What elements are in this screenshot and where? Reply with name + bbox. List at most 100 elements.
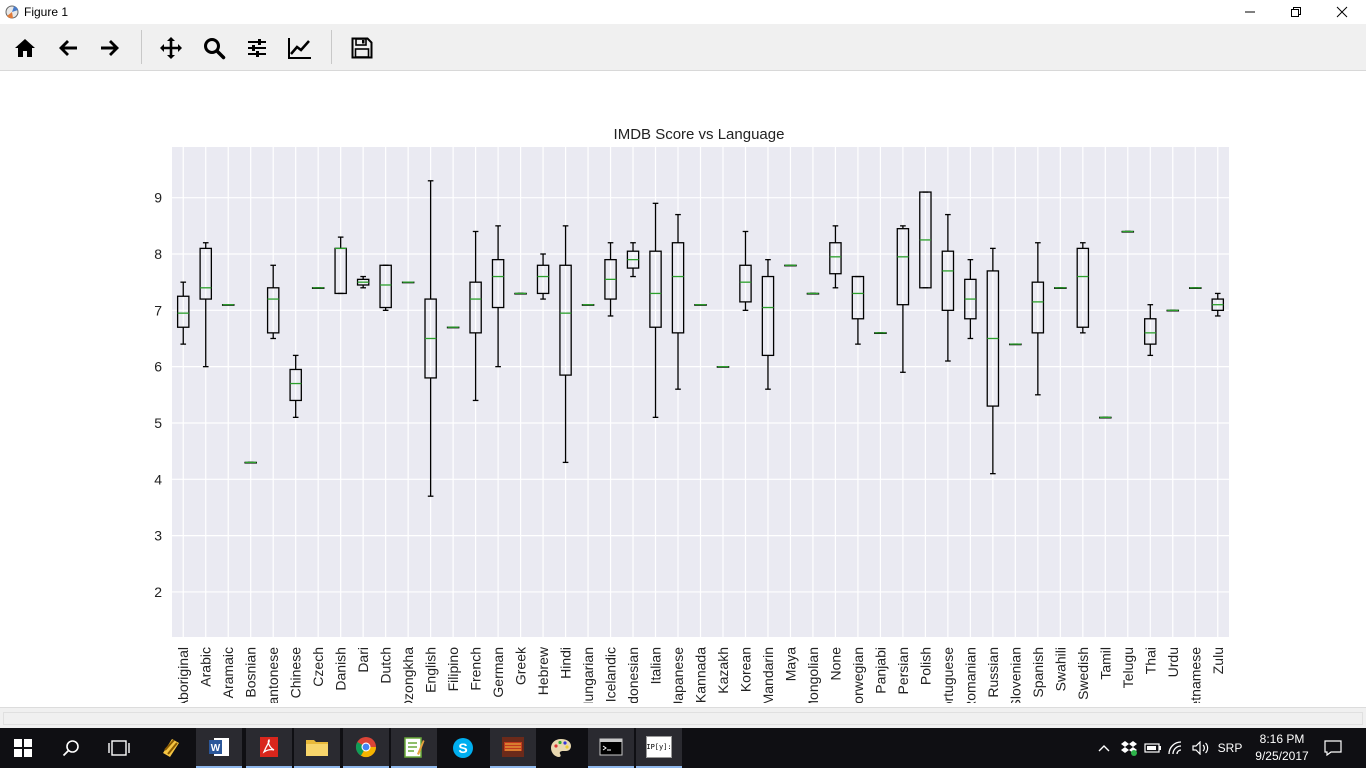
x-tick-label: Aramaic (220, 647, 236, 698)
box-spanish (1031, 242, 1045, 396)
y-tick-label: 5 (154, 415, 162, 431)
box-iqr (199, 247, 213, 300)
box-iqr (896, 228, 910, 306)
tray-network[interactable] (1166, 728, 1188, 768)
box-panjabi (874, 332, 887, 335)
taskbar-app-cmd[interactable] (588, 728, 634, 768)
notepad-icon (404, 737, 425, 758)
taskbar-app-paint[interactable] (538, 728, 584, 768)
box-arabic (199, 242, 213, 368)
back-button[interactable] (52, 32, 84, 64)
box-hungarian (581, 304, 595, 306)
input-language[interactable]: SRP (1217, 741, 1243, 755)
x-tick-label: Mandarin (760, 647, 776, 705)
box-indonesian (626, 242, 640, 278)
home-button[interactable] (9, 32, 41, 64)
box-german (491, 225, 505, 368)
minimize-icon (1245, 11, 1255, 13)
edit-axes-button[interactable] (284, 32, 316, 64)
task-view-button[interactable] (96, 728, 142, 768)
search-button[interactable] (48, 728, 94, 768)
x-tick-label: Dutch (378, 647, 394, 684)
box-kazakh (716, 366, 730, 368)
figure-canvas[interactable]: IMDB Score vs Language 2 3 4 5 6 7 8 9 Aborigin… (0, 71, 1366, 707)
clock-time[interactable]: 8:16 PM (1259, 732, 1305, 746)
zoom-button[interactable] (198, 32, 230, 64)
x-tick-label: Icelandic (603, 647, 619, 702)
y-tick-label: 7 (154, 302, 162, 318)
x-tick-label: Panjabi (872, 647, 888, 694)
taskbar-app-word[interactable]: W (196, 728, 242, 768)
x-tick-label: Portuguese (940, 647, 956, 707)
start-button[interactable] (0, 728, 46, 768)
box-mandarin (761, 258, 775, 390)
x-tick-label: Telugu (1120, 647, 1136, 688)
box-czech (311, 287, 325, 289)
forward-button[interactable] (94, 32, 126, 64)
chevron-up-icon (1098, 745, 1110, 752)
taskbar-app-explorer[interactable] (294, 728, 340, 768)
box-zulu (1211, 292, 1225, 317)
x-tick-label: Romanian (962, 647, 978, 707)
taskbar-app-notepadpp[interactable] (391, 728, 437, 768)
box-norwegian (851, 275, 865, 345)
ipython-icon: IP[y]: (646, 736, 672, 758)
wifi-icon (1168, 741, 1182, 755)
skype-icon: S (453, 738, 473, 758)
tray-dropbox[interactable] (1118, 728, 1140, 768)
box-iqr (1144, 318, 1157, 345)
taskbar-app-skype[interactable]: S (440, 728, 486, 768)
taskbar-app-ipython[interactable]: IP[y]: (636, 728, 682, 768)
minimize-button[interactable] (1227, 0, 1273, 24)
restore-button[interactable] (1273, 0, 1319, 24)
box-iqr (469, 281, 482, 334)
box-cantonese (266, 264, 280, 340)
tray-volume[interactable] (1190, 728, 1212, 768)
svg-text:W: W (211, 743, 221, 754)
tray-battery[interactable] (1142, 728, 1164, 768)
folder-icon (306, 740, 328, 756)
box-tamil (1099, 416, 1112, 419)
show-hidden-icons-button[interactable] (1094, 728, 1114, 768)
box-iqr (1076, 247, 1090, 328)
box-iqr (761, 275, 775, 357)
x-tick-label: Norwegian (850, 647, 866, 707)
app-icon (5, 5, 19, 19)
action-center-button[interactable] (1318, 728, 1348, 768)
box-dari (356, 275, 370, 289)
box-korean (739, 230, 752, 311)
taskbar-app-pdf[interactable] (246, 728, 292, 768)
navigation-toolbar (0, 24, 1366, 71)
game-icon (502, 737, 524, 757)
y-tick-label: 9 (154, 190, 162, 206)
taskbar-app-game[interactable] (490, 728, 536, 768)
box-iqr (1031, 281, 1045, 334)
paint-palette-icon (551, 739, 571, 757)
restore-icon (1291, 7, 1301, 17)
pdf-icon (260, 737, 278, 757)
svg-text:S: S (458, 740, 467, 756)
taskbar-app-chrome[interactable] (343, 728, 389, 768)
close-button[interactable] (1319, 0, 1365, 24)
save-button[interactable] (346, 32, 378, 64)
box-italian (649, 202, 662, 418)
pan-button[interactable] (155, 32, 187, 64)
subplots-button[interactable] (241, 32, 273, 64)
x-tick-label: Greek (513, 646, 529, 685)
x-tick-label: Dari (355, 647, 371, 673)
task-view-icon (108, 740, 130, 756)
x-tick-label: Arabic (198, 647, 214, 687)
status-bar (0, 707, 1366, 729)
box-iqr (289, 368, 302, 402)
taskbar-app-winrar[interactable] (148, 728, 194, 768)
box-iqr (829, 242, 842, 275)
clock-date[interactable]: 9/25/2017 (1255, 749, 1309, 763)
box-polish (919, 191, 932, 289)
box-iqr (536, 264, 550, 295)
box-persian (896, 225, 910, 373)
box-iqr (739, 264, 752, 303)
x-tick-label: Swedish (1075, 647, 1091, 700)
x-tick-label: None (827, 647, 843, 681)
box-portuguese (941, 213, 955, 362)
box-urdu (1166, 309, 1180, 312)
